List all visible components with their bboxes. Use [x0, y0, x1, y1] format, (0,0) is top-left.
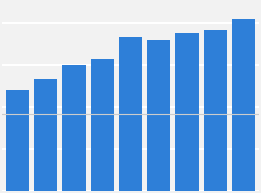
- Bar: [119, 37, 142, 193]
- Bar: [34, 79, 57, 193]
- Bar: [147, 40, 170, 193]
- Bar: [232, 19, 255, 193]
- Bar: [62, 65, 86, 193]
- Bar: [91, 59, 114, 193]
- Bar: [204, 30, 227, 193]
- Bar: [175, 33, 199, 193]
- Bar: [6, 90, 29, 193]
